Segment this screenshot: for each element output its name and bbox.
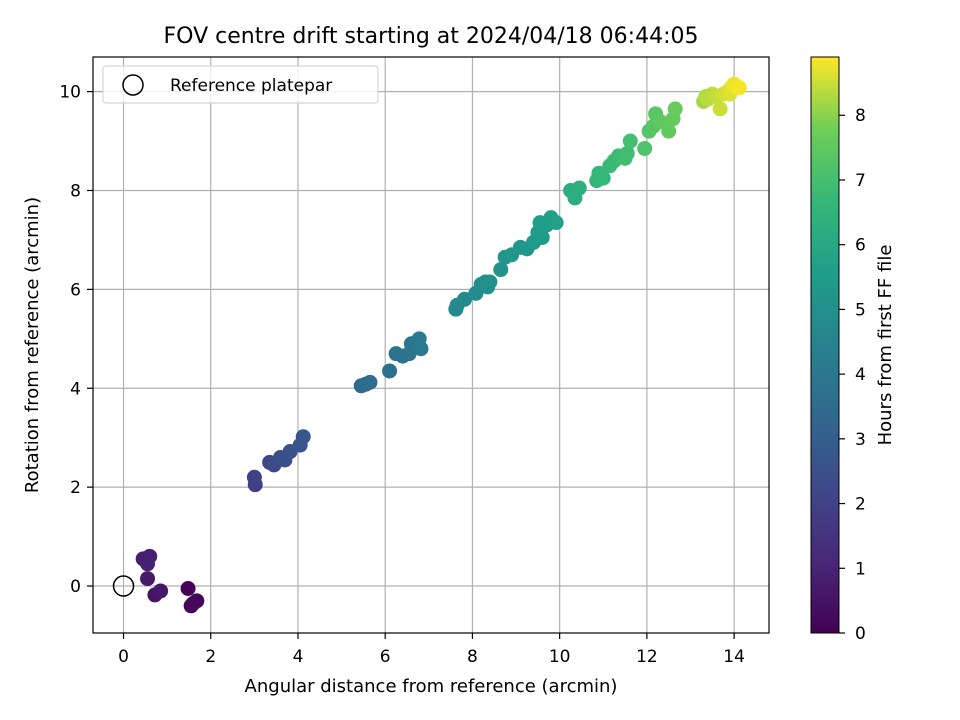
x-axis-label: Angular distance from reference (arcmin)	[245, 676, 618, 697]
legend-marker-circle-icon	[122, 74, 144, 96]
colorbar-tick-label: 3	[855, 430, 866, 450]
data-point	[413, 341, 429, 357]
colorbar-ticks: 0 1 2 3 4 5 6 7 8	[839, 106, 866, 644]
reference-point	[112, 575, 135, 597]
colorbar-tick-label: 0	[855, 624, 866, 644]
y-tick-label: 8	[70, 181, 81, 201]
data-points	[135, 76, 747, 614]
colorbar-tick-label: 6	[855, 236, 866, 256]
x-tick-label: 4	[293, 647, 304, 667]
data-point	[534, 229, 550, 245]
y-axis-ticks: 0 2 4 6 8 10	[59, 83, 93, 597]
legend-entry-reference: Reference platepar	[170, 76, 332, 96]
data-point	[382, 363, 398, 379]
colorbar-tick-label: 2	[855, 495, 866, 515]
data-point	[712, 101, 728, 117]
data-point	[637, 140, 653, 156]
data-point	[153, 583, 169, 599]
colorbar-gradient	[810, 56, 840, 634]
x-tick-label: 10	[549, 647, 571, 667]
data-point	[362, 374, 378, 390]
colorbar-tick-label: 5	[855, 300, 866, 320]
data-point	[185, 595, 201, 611]
legend: Reference platepar	[102, 65, 379, 104]
data-point	[140, 571, 156, 587]
data-point	[731, 80, 747, 96]
y-tick-label: 4	[70, 379, 81, 399]
colorbar-tick-label: 7	[855, 171, 866, 191]
x-tick-label: 12	[636, 647, 658, 667]
grid-lines	[93, 57, 769, 633]
x-axis-ticks: 0 2 4 6 8 10 12 14	[118, 633, 745, 667]
data-point	[571, 180, 587, 196]
y-tick-label: 2	[70, 478, 81, 498]
data-point	[457, 291, 473, 307]
data-point	[246, 469, 262, 485]
data-point	[180, 581, 196, 597]
colorbar-tick-label: 8	[855, 106, 866, 126]
colorbar: 0 1 2 3 4 5 6 7 8 Hours from first FF file	[810, 56, 896, 644]
data-point	[622, 133, 638, 149]
x-tick-label: 6	[380, 647, 391, 667]
plot-frame	[92, 56, 770, 634]
colorbar-tick-label: 1	[855, 559, 866, 579]
data-point	[617, 150, 633, 166]
data-point	[295, 429, 311, 445]
y-axis-label: Rotation from reference (arcmin)	[22, 197, 43, 493]
x-tick-label: 0	[118, 647, 129, 667]
colorbar-tick-label: 4	[855, 365, 866, 385]
data-point	[667, 101, 683, 117]
x-tick-label: 2	[205, 647, 216, 667]
data-point	[548, 215, 564, 231]
data-point	[480, 279, 496, 295]
data-point	[493, 262, 509, 278]
chart-title: FOV centre drift starting at 2024/04/18 …	[164, 24, 699, 49]
data-point	[661, 123, 677, 139]
y-tick-label: 0	[70, 577, 81, 597]
data-point	[595, 170, 611, 186]
x-tick-label: 8	[467, 647, 478, 667]
data-point	[140, 556, 156, 572]
legend-box	[102, 65, 379, 104]
y-tick-label: 6	[70, 280, 81, 300]
colorbar-label: Hours from first FF file	[875, 245, 896, 446]
x-tick-label: 14	[723, 647, 745, 667]
y-tick-label: 10	[59, 83, 81, 103]
